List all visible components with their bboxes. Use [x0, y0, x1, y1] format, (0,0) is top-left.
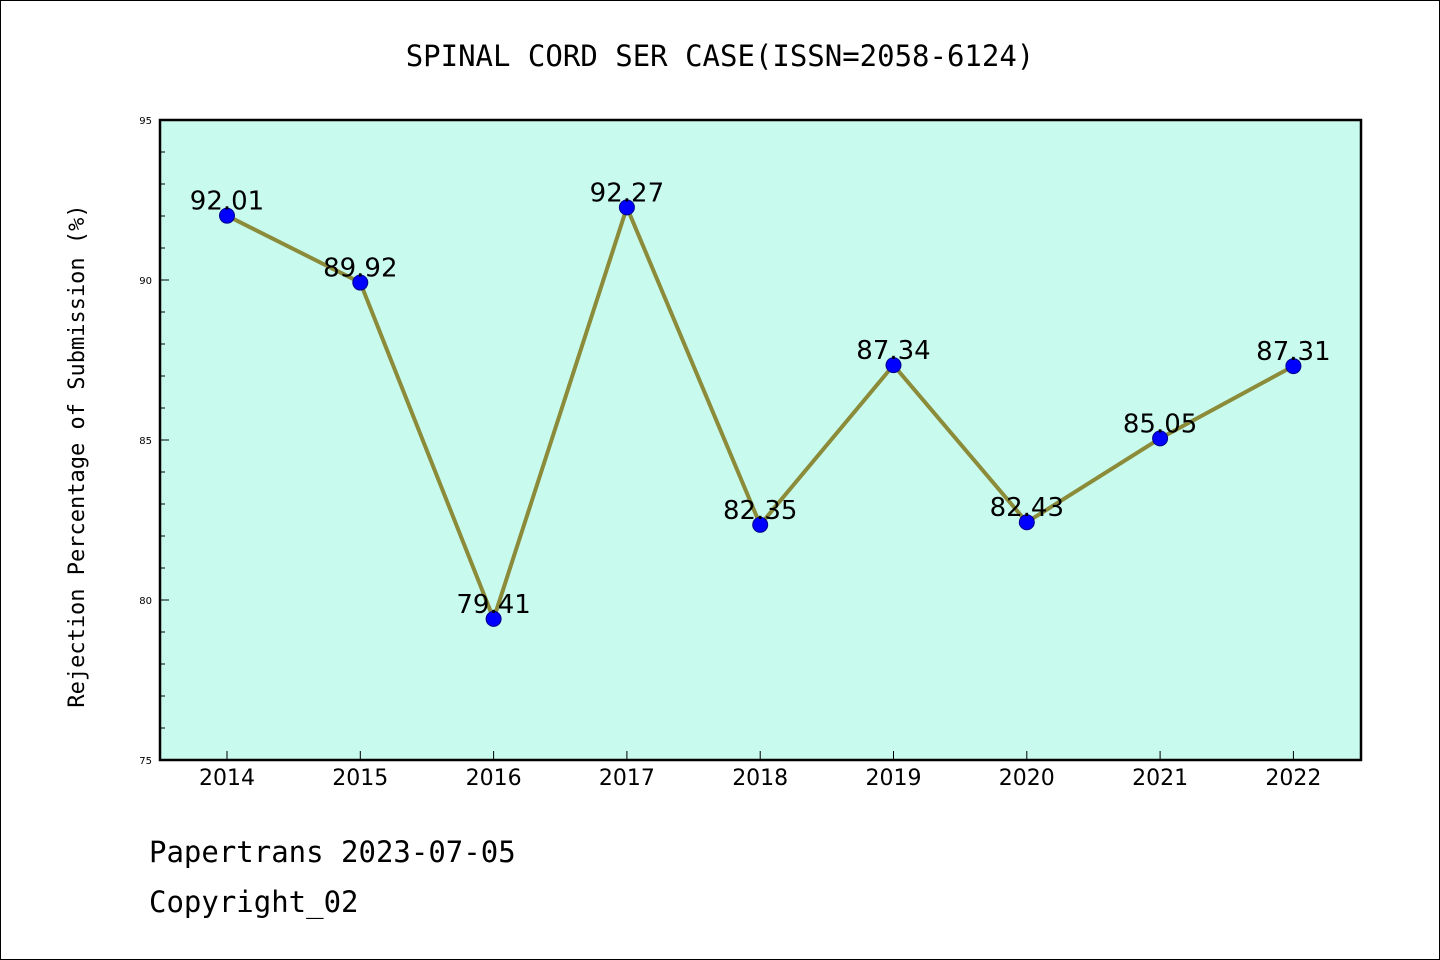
y-tick-label: 85: [139, 436, 152, 447]
y-tick-label: 80: [139, 596, 152, 607]
data-point: [1285, 358, 1302, 375]
x-tick-label: 2019: [866, 766, 922, 791]
x-axis-ticks: 2014 2015 2016 2017 2018 2019 2020 2021 2022: [199, 751, 1321, 791]
data-point: [618, 199, 635, 216]
y-axis-ticks: 75 80 85 90 95: [139, 116, 169, 767]
data-point: [885, 357, 902, 374]
data-label: 79.41: [456, 590, 530, 620]
y-axis-label: Rejection Percentage of Submission (%): [65, 204, 90, 707]
y-tick-label: 95: [139, 116, 152, 127]
chart-title: SPINAL CORD SER CASE(ISSN=2058-6124): [406, 39, 1035, 73]
plot-area: [158, 118, 1363, 762]
x-tick-label: 2020: [999, 766, 1055, 791]
y-tick-label: 75: [139, 756, 152, 767]
data-label: 92.27: [590, 178, 664, 208]
x-tick-label: 2014: [199, 766, 255, 791]
x-tick-label: 2015: [332, 766, 388, 791]
source-date-text: Papertrans 2023-07-05: [149, 835, 516, 869]
data-label: 87.34: [856, 336, 930, 366]
x-tick-label: 2021: [1132, 766, 1188, 791]
data-point: [219, 207, 235, 224]
data-label: 92.01: [190, 187, 264, 217]
x-tick-label: 2017: [599, 766, 655, 791]
data-point: [752, 516, 769, 533]
data-label: 82.43: [990, 493, 1064, 523]
data-label: 87.31: [1256, 337, 1330, 367]
data-markers: [219, 199, 1302, 627]
x-tick-label: 2018: [732, 766, 788, 791]
data-point: [1152, 430, 1169, 447]
y-tick-label: 90: [139, 276, 152, 287]
x-tick-label: 2016: [466, 766, 522, 791]
copyright-text: Copyright_02: [149, 885, 359, 919]
data-label: 82.35: [723, 496, 797, 526]
data-point: [352, 274, 369, 291]
data-label: 85.05: [1123, 409, 1197, 439]
data-labels: 92.01 89.92 79.41 92.27 82.35 87.34 82.43 85.05…: [190, 178, 1331, 620]
data-point: [1018, 514, 1035, 531]
x-tick-label: 2022: [1265, 766, 1321, 791]
data-point: [485, 610, 502, 627]
data-label: 89.92: [323, 254, 397, 284]
